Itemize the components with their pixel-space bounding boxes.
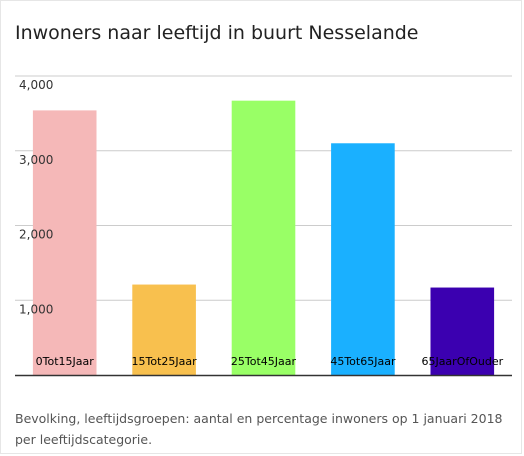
y-tick-label: 4,000 [19,78,53,92]
bar-chart: 1,000 2,000 3,000 4,000 0Tot15Jaar 15Tot25Ja… [15,75,512,377]
y-tick-label: 3,000 [19,153,53,167]
bar-25Tot45Jaar [231,100,296,375]
x-axis-labels: 0Tot15Jaar 15Tot25Jaar 25Tot45Jaar 45Tot65J… [36,355,504,368]
x-category-label: 15Tot25Jaar [132,355,198,368]
bar-65JaarOfOuder [430,287,495,375]
y-tick-label: 2,000 [19,228,53,242]
bar-0Tot15Jaar [32,110,97,375]
bar-15Tot25Jaar [132,284,196,375]
x-category-label: 25Tot45Jaar [231,355,297,368]
bar-45Tot65Jaar [331,143,395,375]
y-tick-label: 1,000 [19,302,53,316]
x-category-label: 45Tot65Jaar [330,355,396,368]
x-category-label: 65JaarOfOuder [421,355,503,368]
chart-caption: Bevolking, leeftijdsgroepen: aantal en p… [15,411,503,447]
x-category-label: 0Tot15Jaar [36,355,95,368]
chart-title: Inwoners naar leeftijd in buurt Nesselan… [15,22,419,44]
y-axis-ticks: 1,000 2,000 3,000 4,000 [19,78,53,316]
bars [32,100,495,375]
